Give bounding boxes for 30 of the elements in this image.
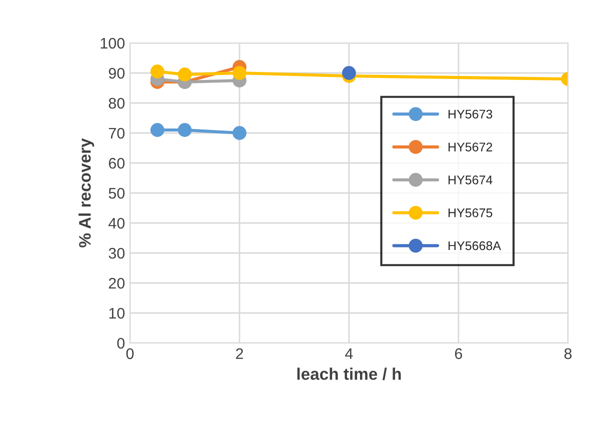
point — [150, 123, 164, 137]
point — [232, 126, 246, 140]
y-tick-label: 10 — [109, 308, 125, 319]
x-axis-title: leach time / h — [297, 368, 401, 380]
x-tick-label: 6 — [455, 348, 462, 360]
y-tick-label: 0 — [117, 338, 125, 349]
point — [178, 68, 192, 82]
legend-label: HY5675 — [448, 208, 492, 218]
y-tick-label: 40 — [108, 218, 125, 229]
point — [232, 66, 246, 80]
point — [178, 123, 192, 137]
legend-label: HY5673 — [448, 110, 492, 119]
x-tick-label: 2 — [236, 348, 243, 359]
y-tick-label: 100 — [100, 38, 125, 49]
point — [150, 64, 164, 78]
y-tick-label: 80 — [108, 98, 125, 109]
y-tick-label: 20 — [108, 278, 125, 289]
y-tick-label: 60 — [108, 158, 125, 169]
legend-label: HY5668A — [448, 241, 502, 250]
legend-label: HY5674 — [448, 176, 492, 184]
y-tick-label: 90 — [108, 68, 125, 79]
x-tick-label: 4 — [345, 348, 353, 359]
x-tick-label: 8 — [564, 348, 572, 360]
legend-label: HY5672 — [448, 142, 492, 152]
point — [342, 66, 356, 80]
y-axis-title: % Al recovery — [78, 138, 94, 248]
y-tick-label: 30 — [108, 248, 125, 259]
x-tick-label: 0 — [126, 348, 134, 360]
y-tick-label: 70 — [108, 128, 125, 139]
y-tick-label: 50 — [108, 188, 125, 199]
